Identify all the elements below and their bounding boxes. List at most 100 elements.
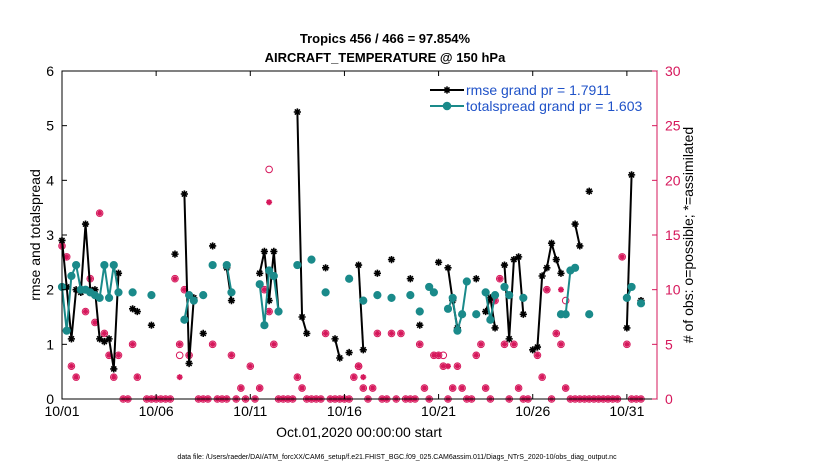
obs-possible-marker <box>500 340 509 349</box>
rmse-point-shape <box>133 307 141 316</box>
totalspread-point <box>265 266 274 275</box>
rmse-point <box>552 256 560 264</box>
obs-assimilated-marker <box>299 385 305 391</box>
obs-possible-marker <box>495 274 504 283</box>
rmse-point <box>486 294 494 302</box>
obs-possible-marker <box>477 340 485 349</box>
rmse-point <box>129 305 137 313</box>
obs-assimilated-marker <box>544 287 550 293</box>
y-tick-label: 6 <box>46 63 54 79</box>
obs-assimilated-marker-shape <box>106 352 112 358</box>
rmse-point <box>96 335 104 343</box>
obs-assimilated-marker <box>431 352 437 358</box>
obs-assimilated-marker <box>417 341 423 347</box>
obs-assimilated-marker-shape <box>492 298 498 304</box>
rmse-point-shape <box>359 346 367 354</box>
obs-assimilated-marker <box>370 385 376 391</box>
totalspread-point <box>486 315 495 324</box>
totalspread-point <box>406 291 415 300</box>
obs-assimilated-marker <box>444 363 451 370</box>
x-tick-label: 10/06 <box>139 403 174 419</box>
obs-assimilated-marker <box>115 352 122 358</box>
obs-assimilated-marker-shape <box>370 385 376 391</box>
obs-assimilated-marker <box>134 374 140 380</box>
obs-possible-marker <box>67 362 76 371</box>
rmse-point <box>91 286 99 294</box>
obs-assimilated-marker <box>557 286 564 293</box>
rmse-point <box>293 108 301 116</box>
obs-possible-marker <box>448 384 457 392</box>
rmse-point <box>387 256 396 264</box>
obs-possible-marker <box>293 373 302 381</box>
obs-possible-marker <box>481 384 490 392</box>
y2-tick-label: 25 <box>665 118 681 134</box>
y-tick-label: 1 <box>46 336 54 352</box>
obs-assimilated-marker-shape <box>111 374 117 380</box>
totalspread-point <box>373 291 382 300</box>
rmse-point-shape <box>500 261 509 269</box>
obs-assimilated-marker-shape <box>101 330 107 336</box>
obs-assimilated-marker <box>492 298 498 304</box>
rmse-point <box>519 310 527 318</box>
y-tick-label: 4 <box>46 172 54 188</box>
rmse-point <box>434 258 443 266</box>
rmse-point <box>547 239 556 247</box>
rmse-point-shape <box>63 283 71 291</box>
rmse-point-shape <box>482 307 490 316</box>
obs-assimilated-marker-shape <box>417 341 423 347</box>
obs-possible-marker <box>255 384 264 392</box>
rmse-point-shape <box>100 338 108 346</box>
obs-assimilated-marker <box>511 341 517 347</box>
obs-assimilated-marker <box>374 330 380 336</box>
rmse-point <box>322 264 330 272</box>
rmse-point <box>110 365 118 373</box>
legend-rmse-star-shape <box>443 86 451 94</box>
obs-assimilated-marker-shape <box>558 341 564 347</box>
obs-assimilated-marker-shape <box>351 374 357 380</box>
rmse-point-shape <box>373 269 381 277</box>
obs-assimilated-marker <box>106 352 112 358</box>
obs-assimilated-marker-shape <box>299 385 305 391</box>
obs-possible-marker <box>171 274 179 283</box>
obs-assimilated-marker <box>459 385 465 391</box>
totalspread-point <box>429 288 438 297</box>
rmse-point <box>576 242 584 250</box>
rmse-point <box>510 256 518 264</box>
rmse-point <box>623 324 631 332</box>
rmse-point-shape <box>444 264 452 272</box>
totalspread-point <box>227 288 236 297</box>
totalspread-series <box>57 255 646 335</box>
obs-assimilated-marker <box>181 287 187 293</box>
rmse-point-shape <box>209 242 217 250</box>
obs-assimilated-marker-shape <box>444 363 451 370</box>
rmse-point <box>133 307 141 316</box>
obs-assimilated-marker <box>539 374 545 380</box>
y2-tick-label: 30 <box>665 63 681 79</box>
totalspread-point <box>453 326 462 335</box>
obs-assimilated-marker-shape <box>271 341 277 347</box>
totalspread-point <box>100 260 109 270</box>
obs-assimilated-marker <box>558 341 564 347</box>
rmse-point <box>444 264 452 272</box>
rmse-line <box>296 111 308 334</box>
obs-assimilated-marker <box>355 363 362 369</box>
obs-assimilated-marker <box>360 374 367 381</box>
obs-assimilated-marker <box>351 374 357 380</box>
rmse-point-shape <box>345 348 353 357</box>
chart-title: Tropics 456 / 466 = 97.854% <box>300 31 471 46</box>
rmse-point-shape <box>515 253 523 261</box>
totalspread-point <box>307 255 316 264</box>
obs-assimilated-marker-shape <box>323 330 329 336</box>
rmse-point <box>515 253 523 261</box>
obs-assimilated-marker <box>271 341 277 347</box>
obs-assimilated-marker-shape <box>478 341 484 347</box>
obs-assimilated-marker-shape <box>388 330 395 336</box>
obs-possible-marker <box>458 384 466 392</box>
rmse-point-shape <box>336 354 344 362</box>
obs-assimilated-marker-shape <box>130 341 136 347</box>
rmse-point-shape <box>322 264 330 272</box>
totalspread-point <box>490 291 500 300</box>
rmse-point-shape <box>298 313 306 321</box>
totalspread-point <box>359 296 368 305</box>
